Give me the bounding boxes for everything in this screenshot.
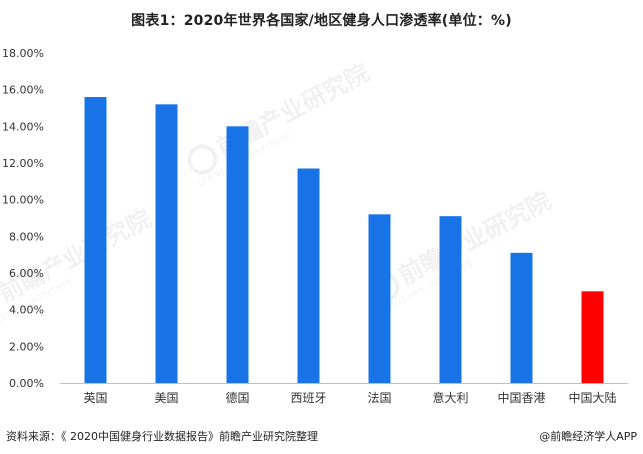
bar-1 [84, 97, 107, 383]
bar-8 [581, 291, 604, 383]
bar-5 [368, 214, 391, 383]
x-tick-label: 中国香港 [497, 390, 545, 405]
y-tick-label: 0.00% [9, 377, 44, 390]
source-note: 资料来源：《 2020中国健身行业数据报告》前瞻产业研究院整理 [6, 430, 318, 443]
y-tick-label: 18.00% [2, 47, 44, 60]
x-tick-label: 法国 [367, 391, 391, 405]
bar-3 [226, 126, 249, 383]
x-tick-label: 意大利 [432, 390, 468, 405]
x-tick-label: 德国 [225, 390, 249, 405]
bar-4 [297, 168, 320, 383]
x-tick-label: 西班牙 [290, 391, 326, 405]
y-tick-label: 14.00% [2, 120, 44, 133]
x-tick-label: 英国 [83, 391, 107, 405]
y-tick-label: 2.00% [9, 340, 44, 353]
y-tick-label: 4.00% [9, 304, 44, 317]
y-tick-label: 8.00% [9, 230, 44, 243]
bar-2 [155, 104, 178, 383]
bar-6 [439, 216, 462, 383]
credit-note: @前瞻经济学人APP [539, 430, 637, 443]
y-tick-label: 12.00% [2, 157, 44, 170]
x-tick-label: 美国 [154, 391, 178, 405]
y-tick-label: 16.00% [2, 84, 44, 97]
bar-7 [510, 252, 533, 383]
chart-title: 图表1：2020年世界各国家/地区健身人口渗透率(单位：%) [131, 13, 512, 29]
y-tick-label: 6.00% [9, 267, 44, 280]
y-tick-label: 10.00% [2, 194, 44, 207]
x-tick-label: 中国大陆 [568, 390, 616, 405]
